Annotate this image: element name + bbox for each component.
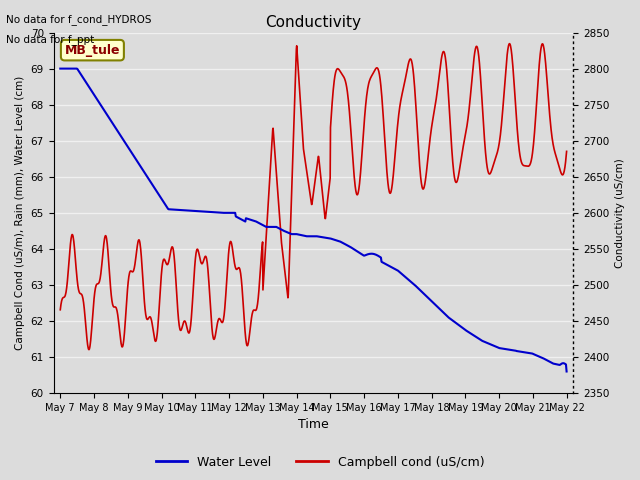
Y-axis label: Conductivity (uS/cm): Conductivity (uS/cm)	[615, 158, 625, 268]
Text: No data for f_ppt: No data for f_ppt	[6, 34, 95, 45]
Title: Conductivity: Conductivity	[266, 15, 362, 30]
Text: No data for f_cond_HYDROS: No data for f_cond_HYDROS	[6, 14, 152, 25]
X-axis label: Time: Time	[298, 419, 329, 432]
Legend: Water Level, Campbell cond (uS/cm): Water Level, Campbell cond (uS/cm)	[151, 451, 489, 474]
Text: MB_tule: MB_tule	[65, 44, 120, 57]
Y-axis label: Campbell Cond (uS/m), Rain (mm), Water Level (cm): Campbell Cond (uS/m), Rain (mm), Water L…	[15, 76, 25, 350]
